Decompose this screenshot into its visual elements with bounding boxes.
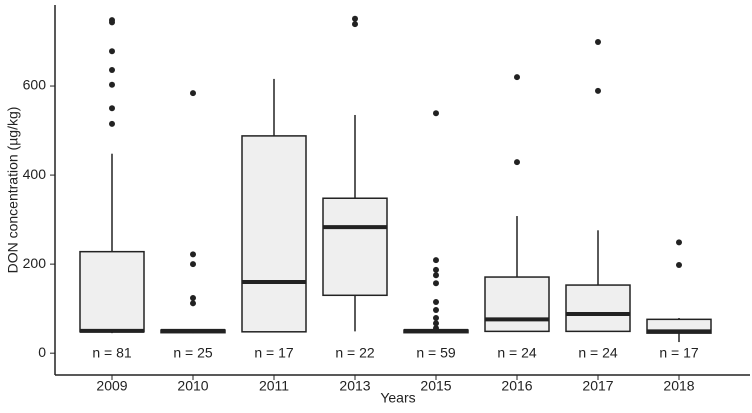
outlier (190, 261, 196, 268)
y-axis-label: DON concentration (µg/kg) (5, 107, 21, 274)
x-tick-label: 2010 (177, 378, 208, 394)
outlier (433, 110, 439, 117)
x-tick-label: 2017 (582, 378, 613, 394)
outlier (109, 81, 115, 88)
outlier (190, 90, 196, 97)
outlier (595, 87, 601, 94)
outlier (433, 306, 439, 313)
box (565, 284, 631, 333)
box (322, 197, 388, 297)
n-label: n = 22 (335, 345, 375, 361)
outlier (433, 298, 439, 305)
outlier (109, 105, 115, 112)
outlier (109, 120, 115, 127)
n-label: n = 17 (659, 345, 699, 361)
x-tick-label: 2013 (339, 378, 370, 394)
outlier (433, 280, 439, 287)
box (484, 276, 550, 333)
n-label: n = 25 (173, 345, 213, 361)
n-label: n = 24 (497, 345, 537, 361)
outlier (433, 266, 439, 273)
x-tick-label: 2015 (420, 378, 451, 394)
x-tick-label: 2011 (259, 378, 289, 394)
outlier (514, 74, 520, 81)
y-tick-label: 0 (38, 344, 46, 360)
outlier (109, 67, 115, 74)
x-tick-label: 2016 (501, 378, 532, 394)
outlier (676, 262, 682, 269)
outlier (676, 239, 682, 246)
outlier (433, 315, 439, 322)
x-axis-label: Years (380, 390, 415, 406)
outlier (352, 21, 358, 28)
y-tick-label: 200 (23, 255, 47, 271)
n-label: n = 17 (254, 345, 294, 361)
x-tick-label: 2018 (663, 378, 694, 394)
y-tick-label: 400 (23, 166, 47, 182)
n-label: n = 81 (92, 345, 132, 361)
box (79, 250, 145, 333)
outlier (190, 294, 196, 301)
outlier (190, 300, 196, 307)
y-tick-label: 600 (23, 77, 47, 93)
n-label: n = 59 (416, 345, 456, 361)
outlier (433, 325, 439, 332)
outlier (433, 257, 439, 264)
box (241, 135, 307, 333)
outlier (433, 272, 439, 279)
n-label: n = 24 (578, 345, 618, 361)
x-tick-label: 2009 (96, 378, 127, 394)
outlier (352, 15, 358, 22)
outlier (190, 251, 196, 258)
outlier (514, 159, 520, 166)
outlier (109, 48, 115, 55)
outlier (109, 19, 115, 26)
outlier (595, 38, 601, 45)
outlier (433, 320, 439, 327)
